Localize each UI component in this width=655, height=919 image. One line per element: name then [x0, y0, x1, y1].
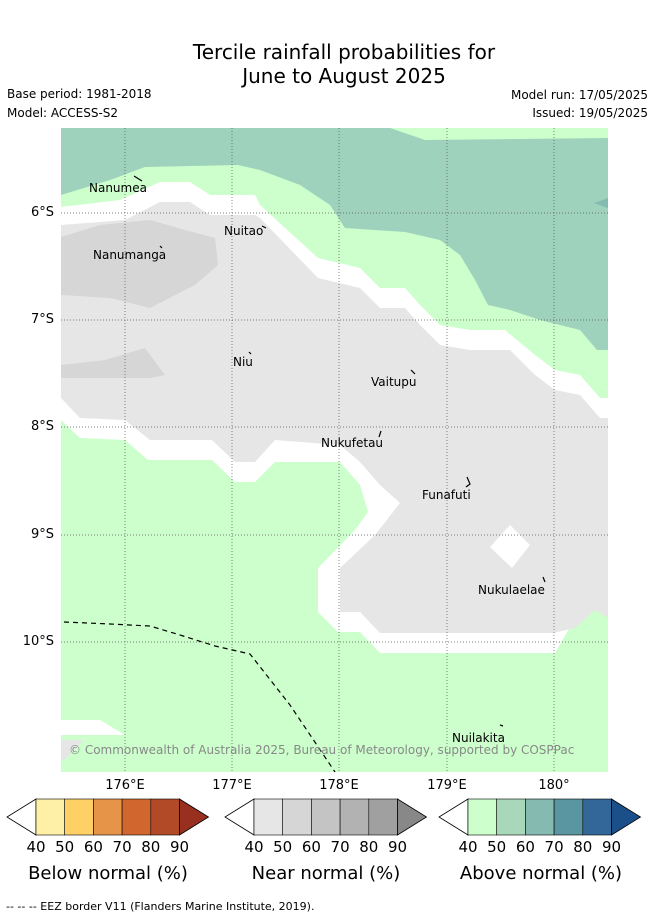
- gridlines: [61, 128, 608, 772]
- eez-border: [63, 621, 336, 773]
- colorbar-tick-label: 60: [83, 838, 103, 856]
- colorbar-extend-low: [6, 798, 37, 836]
- colorbar-tick-label: 40: [244, 838, 264, 856]
- near-normal-corner-patch: [61, 740, 84, 760]
- colorbar-tick-label: 90: [169, 838, 190, 856]
- colorbar-tick-label: 40: [26, 838, 46, 856]
- island-funafuti: [465, 476, 471, 488]
- colorbar-tick-label: 80: [141, 838, 161, 856]
- colorbar-below-normal: [6, 798, 210, 836]
- island-nuitao: [261, 225, 267, 229]
- colorbar-tick-label: 80: [359, 838, 379, 856]
- colorbar-tick-label: 40: [458, 838, 478, 856]
- island-vaitupu: [410, 369, 416, 375]
- near-normal-region: [61, 202, 608, 633]
- place-nanumanga: Nanumanga: [93, 248, 167, 262]
- island-nanumea: [133, 175, 143, 182]
- island-nanumanga: [159, 245, 163, 249]
- colorbar-tick-label: 90: [387, 838, 408, 856]
- map-title: Tercile rainfall probabilities for June …: [0, 40, 655, 88]
- copyright-notice: © Commonwealth of Australia 2025, Bureau…: [69, 743, 575, 757]
- colorbar-tick-label: 70: [330, 838, 350, 856]
- colorbar-swatch: [368, 798, 398, 836]
- place-nuitao: Nuitao: [224, 224, 264, 238]
- place-nukulaelae: Nukulaelae: [478, 583, 545, 597]
- colorbar-swatch: [253, 798, 284, 836]
- colorbar-swatch: [311, 798, 341, 836]
- colorbar-title-below: Below normal (%): [28, 863, 188, 884]
- above-normal-60-patch: [594, 198, 608, 208]
- colorbar-swatch: [282, 798, 312, 836]
- lon-label-178e: 178°E: [319, 778, 359, 793]
- title-line-2: June to August 2025: [242, 64, 446, 88]
- colorbar-extend-high: [397, 798, 428, 836]
- island-nuilakita: [499, 724, 504, 727]
- island-nukulaelae: [542, 576, 546, 583]
- colorbar-swatch: [150, 798, 180, 836]
- island-marks: [133, 175, 546, 727]
- colorbar-tick-label: 80: [573, 838, 593, 856]
- place-niu: Niu: [233, 355, 253, 369]
- colorbar-extend-low: [438, 798, 469, 836]
- island-nukufetau: [378, 430, 382, 438]
- white-diamond: [490, 525, 530, 568]
- place-nanumea: Nanumea: [89, 181, 147, 195]
- colorbar-swatch: [496, 798, 526, 836]
- island-niu: [248, 351, 252, 355]
- lat-label-6s: 6°S: [30, 205, 54, 220]
- colorbar-swatch: [525, 798, 555, 836]
- colorbar-tick-label: 90: [601, 838, 622, 856]
- lat-label-8s: 8°S: [30, 419, 54, 434]
- colorbar-swatch: [64, 798, 94, 836]
- place-nukufetau: Nukufetau: [321, 436, 384, 450]
- colorbar-swatch: [93, 798, 123, 836]
- colorbar-tick-label: 70: [112, 838, 132, 856]
- colorbar-near-normal: [224, 798, 428, 836]
- colorbar-swatch: [553, 798, 584, 836]
- colorbar-swatch: [121, 798, 152, 836]
- place-nuilakita: Nuilakita: [452, 731, 505, 745]
- colorbar-swatch: [339, 798, 370, 836]
- model-run: Model run: 17/05/2025: [510, 88, 648, 102]
- near-normal-50-patch-2: [61, 348, 165, 378]
- base-period: Base period: 1981-2018: [7, 87, 152, 101]
- colorbar-extend-high: [179, 798, 210, 836]
- lat-label-9s: 9°S: [30, 527, 54, 542]
- colorbar-tick-label: 60: [515, 838, 535, 856]
- title-line-1: Tercile rainfall probabilities for: [192, 40, 496, 64]
- colorbar-title-above: Above normal (%): [459, 863, 623, 884]
- lon-label-179e: 179°E: [427, 778, 467, 793]
- model-name: Model: ACCESS-S2: [7, 106, 119, 120]
- eez-legend-footer: -- -- -- EEZ border V11 (Flanders Marine…: [6, 900, 315, 913]
- colorbar-tick-label: 50: [487, 838, 507, 856]
- colorbar-tick-label: 60: [301, 838, 321, 856]
- colorbar-swatch: [35, 798, 66, 836]
- colorbar-swatch: [467, 798, 498, 836]
- colorbar-title-near: Near normal (%): [251, 863, 401, 884]
- place-funafuti: Funafuti: [422, 488, 471, 502]
- colorbar-swatch: [582, 798, 612, 836]
- lat-label-10s: 10°S: [22, 634, 54, 649]
- colorbar-tick-label: 50: [55, 838, 75, 856]
- colorbar-tick-label: 70: [544, 838, 564, 856]
- above-normal-50-region: [61, 128, 608, 350]
- issued-date: Issued: 19/05/2025: [532, 106, 648, 120]
- place-vaitupu: Vaitupu: [371, 375, 417, 389]
- lon-label-176e: 176°E: [105, 778, 145, 793]
- lon-label-177e: 177°E: [212, 778, 252, 793]
- colorbar-extend-high: [611, 798, 642, 836]
- lat-label-7s: 7°S: [30, 312, 54, 327]
- colorbar-tick-label: 50: [273, 838, 293, 856]
- white-strip: [61, 720, 125, 735]
- lon-label-180: 180°: [538, 778, 570, 793]
- colorbar-extend-low: [224, 798, 255, 836]
- near-normal-50-patch: [61, 220, 218, 308]
- colorbar-above-normal: [438, 798, 642, 836]
